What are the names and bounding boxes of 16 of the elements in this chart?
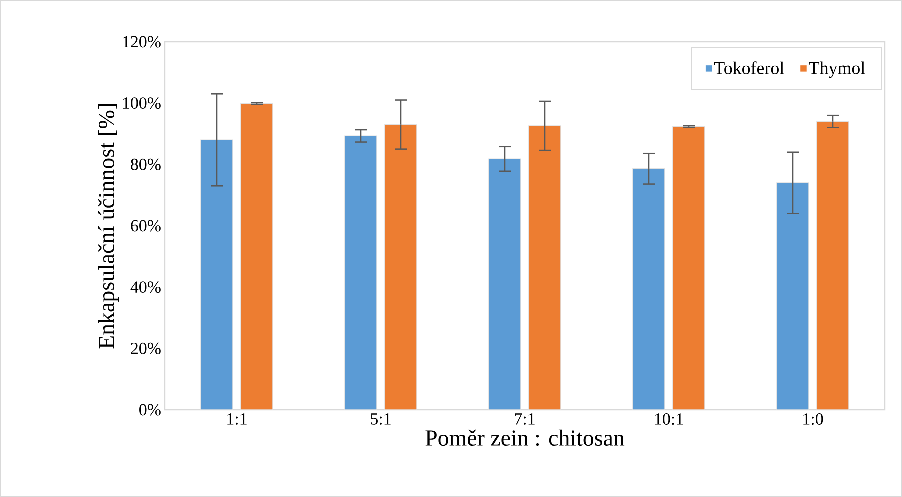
y-axis-title: Enkapsulační účinnost [%] xyxy=(98,104,120,349)
y-tick-label: 20% xyxy=(131,342,161,354)
legend-label: Tokoferol xyxy=(714,62,784,74)
y-tick-label: 100% xyxy=(123,98,161,110)
x-axis-title: Poměr zein : chitosan xyxy=(426,430,625,446)
y-tick-label: 40% xyxy=(130,282,161,294)
y-tick-label: 120% xyxy=(123,36,161,48)
x-tick-label: 10:1 xyxy=(655,414,684,426)
legend-label: Thymol xyxy=(809,62,866,78)
y-tick-label: 60% xyxy=(131,220,161,232)
x-tick-label: 7:1 xyxy=(515,414,535,425)
x-tick-label: 1:1 xyxy=(228,414,247,425)
y-tick-label: 0% xyxy=(140,404,161,416)
x-tick-label: 5:1 xyxy=(371,414,391,425)
y-tick-label: 80% xyxy=(131,158,161,170)
x-tick-label: 1:0 xyxy=(804,414,824,426)
